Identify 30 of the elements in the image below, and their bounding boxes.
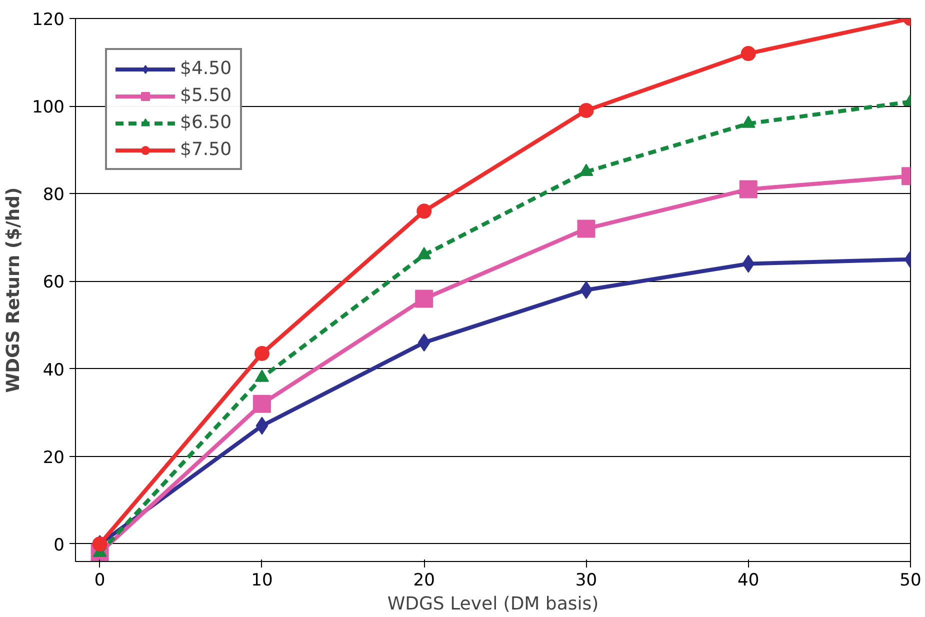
y-tick-label: 100	[32, 98, 65, 118]
y-tick-label: 120	[32, 10, 65, 30]
point	[740, 46, 756, 62]
x-tick-label: 40	[738, 570, 760, 590]
point	[418, 334, 430, 352]
x-tick-label: 30	[575, 570, 598, 590]
y-tick-label: 20	[42, 448, 65, 468]
legend-label: $6.50	[180, 112, 232, 133]
point	[415, 290, 434, 308]
x-axis-title: WDGS Level (DM basis)	[387, 594, 599, 614]
x-tick-label: 0	[94, 570, 106, 590]
point	[416, 204, 432, 219]
point	[742, 254, 755, 273]
legend-label: $4.50	[180, 58, 232, 79]
point	[254, 346, 270, 361]
point	[256, 416, 268, 435]
y-tick-label: 60	[42, 272, 65, 293]
legend-label: $7.50	[180, 139, 232, 160]
legend-label: $5.50	[180, 85, 232, 106]
y-tick-label: 0	[54, 535, 65, 556]
point	[577, 220, 596, 238]
x-tick-label: 50	[900, 570, 922, 590]
x-tick-label: 20	[413, 570, 435, 590]
point	[739, 180, 758, 198]
y-axis-title: WDGS Return ($/hd)	[3, 187, 24, 393]
point	[578, 102, 594, 118]
y-tick-label: 40	[42, 360, 65, 380]
point	[252, 394, 271, 413]
y-tick-label: 80	[42, 185, 65, 206]
x-tick-label: 10	[251, 570, 273, 590]
